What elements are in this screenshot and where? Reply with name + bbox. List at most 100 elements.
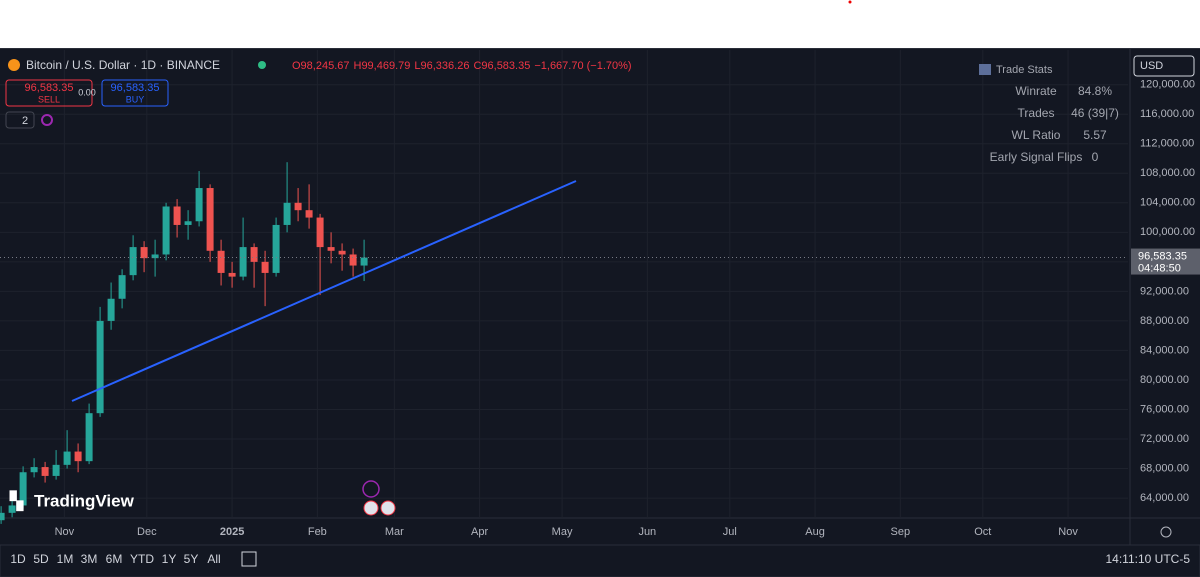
range-button[interactable]: All xyxy=(207,552,220,566)
candle-body xyxy=(151,254,159,259)
candle-body xyxy=(107,298,115,321)
stat-label: Trades xyxy=(1018,106,1055,120)
stats-icon xyxy=(979,64,991,75)
range-button[interactable]: 1M xyxy=(57,552,74,566)
currency: USD xyxy=(1140,60,1163,72)
settings-icon[interactable] xyxy=(1160,526,1172,538)
candle-body xyxy=(140,247,148,259)
range-button[interactable]: 6M xyxy=(106,552,123,566)
y-tick-label: 68,000.00 xyxy=(1140,462,1189,474)
candle-body xyxy=(85,413,93,462)
candle-body xyxy=(327,247,335,251)
candle-body xyxy=(206,188,214,251)
candle-body xyxy=(129,247,137,276)
candle-body xyxy=(250,247,258,262)
candle-body xyxy=(8,505,16,513)
candle-body xyxy=(305,210,313,218)
candle-body xyxy=(217,250,225,273)
indicator-toggle[interactable] xyxy=(5,111,35,129)
event-icon[interactable] xyxy=(362,480,380,498)
candle-body xyxy=(360,257,368,266)
stat-value: 46 (39|7) xyxy=(1071,106,1119,120)
candle-body xyxy=(162,206,170,255)
us-event[interactable] xyxy=(363,500,379,516)
y-tick-label: 80,000.00 xyxy=(1140,374,1189,386)
ohlc-value: −1,667.70 (−1.70%) xyxy=(534,60,631,72)
candle-body xyxy=(52,464,60,476)
spread: 0.00 xyxy=(78,87,96,97)
chart-bg xyxy=(0,48,1200,577)
range-button[interactable]: 3M xyxy=(81,552,98,566)
x-tick-label: 2025 xyxy=(220,526,244,538)
bottom-toolbar xyxy=(0,544,1200,577)
ohlc: O98,245.67 H99,469.79 L96,336.26 C96,583.35… xyxy=(292,60,632,72)
currency-select[interactable] xyxy=(1133,55,1195,77)
buy-price: 96,583.35 xyxy=(111,82,160,94)
x-tick-label: Jun xyxy=(638,526,656,538)
stat-value: 84.8% xyxy=(1078,84,1112,98)
y-tick-label: 100,000.00 xyxy=(1140,226,1195,238)
candle-body xyxy=(228,272,236,277)
y-tick-label: 76,000.00 xyxy=(1140,403,1189,415)
y-tick-label: 108,000.00 xyxy=(1140,167,1195,179)
x-tick-label: May xyxy=(552,526,573,538)
indicator-count: 2 xyxy=(22,115,28,127)
date-range-icon[interactable] xyxy=(241,551,257,567)
dot xyxy=(848,0,852,4)
x-tick-label: Mar xyxy=(385,526,404,538)
candle-body xyxy=(283,202,291,225)
range-button[interactable]: YTD xyxy=(130,552,154,566)
stat-label: WL Ratio xyxy=(1012,128,1061,142)
btc-icon xyxy=(8,59,20,71)
x-tick-label: Feb xyxy=(308,526,327,538)
candle-body xyxy=(96,320,104,414)
y-tick-label: 92,000.00 xyxy=(1140,285,1189,297)
stat-value: 0 xyxy=(1092,150,1099,164)
y-tick-label: 64,000.00 xyxy=(1140,492,1189,504)
sell-button[interactable] xyxy=(5,79,93,107)
y-tick-label: 104,000.00 xyxy=(1140,197,1195,209)
y-tick-label: 84,000.00 xyxy=(1140,344,1189,356)
candle-body xyxy=(30,467,38,473)
candle-body xyxy=(195,188,203,222)
candle-body xyxy=(74,451,82,462)
range-button[interactable]: 5Y xyxy=(184,552,199,566)
candle-body xyxy=(239,247,247,277)
x-tick-label: Nov xyxy=(55,526,75,538)
range-button[interactable]: 1Y xyxy=(162,552,177,566)
last-price-label: 96,583.35 xyxy=(1138,250,1187,262)
symbol-title[interactable]: Bitcoin / U.S. Dollar · 1D · BINANCE xyxy=(26,58,220,72)
ohlc-value: O98,245.67 xyxy=(292,60,350,72)
indicator-icon[interactable] xyxy=(41,114,53,126)
candle-body xyxy=(41,467,49,476)
range-button[interactable]: 5D xyxy=(33,552,49,566)
x-tick-label: Nov xyxy=(1058,526,1078,538)
candle-body xyxy=(118,275,126,299)
x-tick-label: Sep xyxy=(891,526,911,538)
buy-button[interactable] xyxy=(101,79,169,107)
range-button[interactable]: 1D xyxy=(10,552,26,566)
stat-label: Early Signal Flips xyxy=(990,150,1083,164)
candle-body xyxy=(19,472,27,506)
ohlc-value: H99,469.79 xyxy=(354,60,411,72)
x-tick-label: Jul xyxy=(723,526,737,538)
sell-price: 96,583.35 xyxy=(25,82,74,94)
stat-value: 5.57 xyxy=(1083,128,1107,142)
trend-line xyxy=(71,180,577,402)
candle-body xyxy=(63,451,71,465)
x-tick-label: Dec xyxy=(137,526,157,538)
status-dot xyxy=(258,61,266,69)
ohlc-value: C96,583.35 xyxy=(473,60,530,72)
y-tick-label: 88,000.00 xyxy=(1140,315,1189,327)
x-tick-label: Oct xyxy=(974,526,991,538)
y-tick-label: 112,000.00 xyxy=(1140,138,1194,150)
y-tick-label: 72,000.00 xyxy=(1140,433,1189,445)
candle-body xyxy=(261,261,269,273)
us-event[interactable] xyxy=(380,500,396,516)
stat-label: Winrate xyxy=(1015,84,1057,98)
candle-body xyxy=(0,512,5,521)
logo-text: TradingView xyxy=(34,491,135,510)
y-tick-label: 116,000.00 xyxy=(1140,108,1194,120)
candle-body xyxy=(316,217,324,248)
